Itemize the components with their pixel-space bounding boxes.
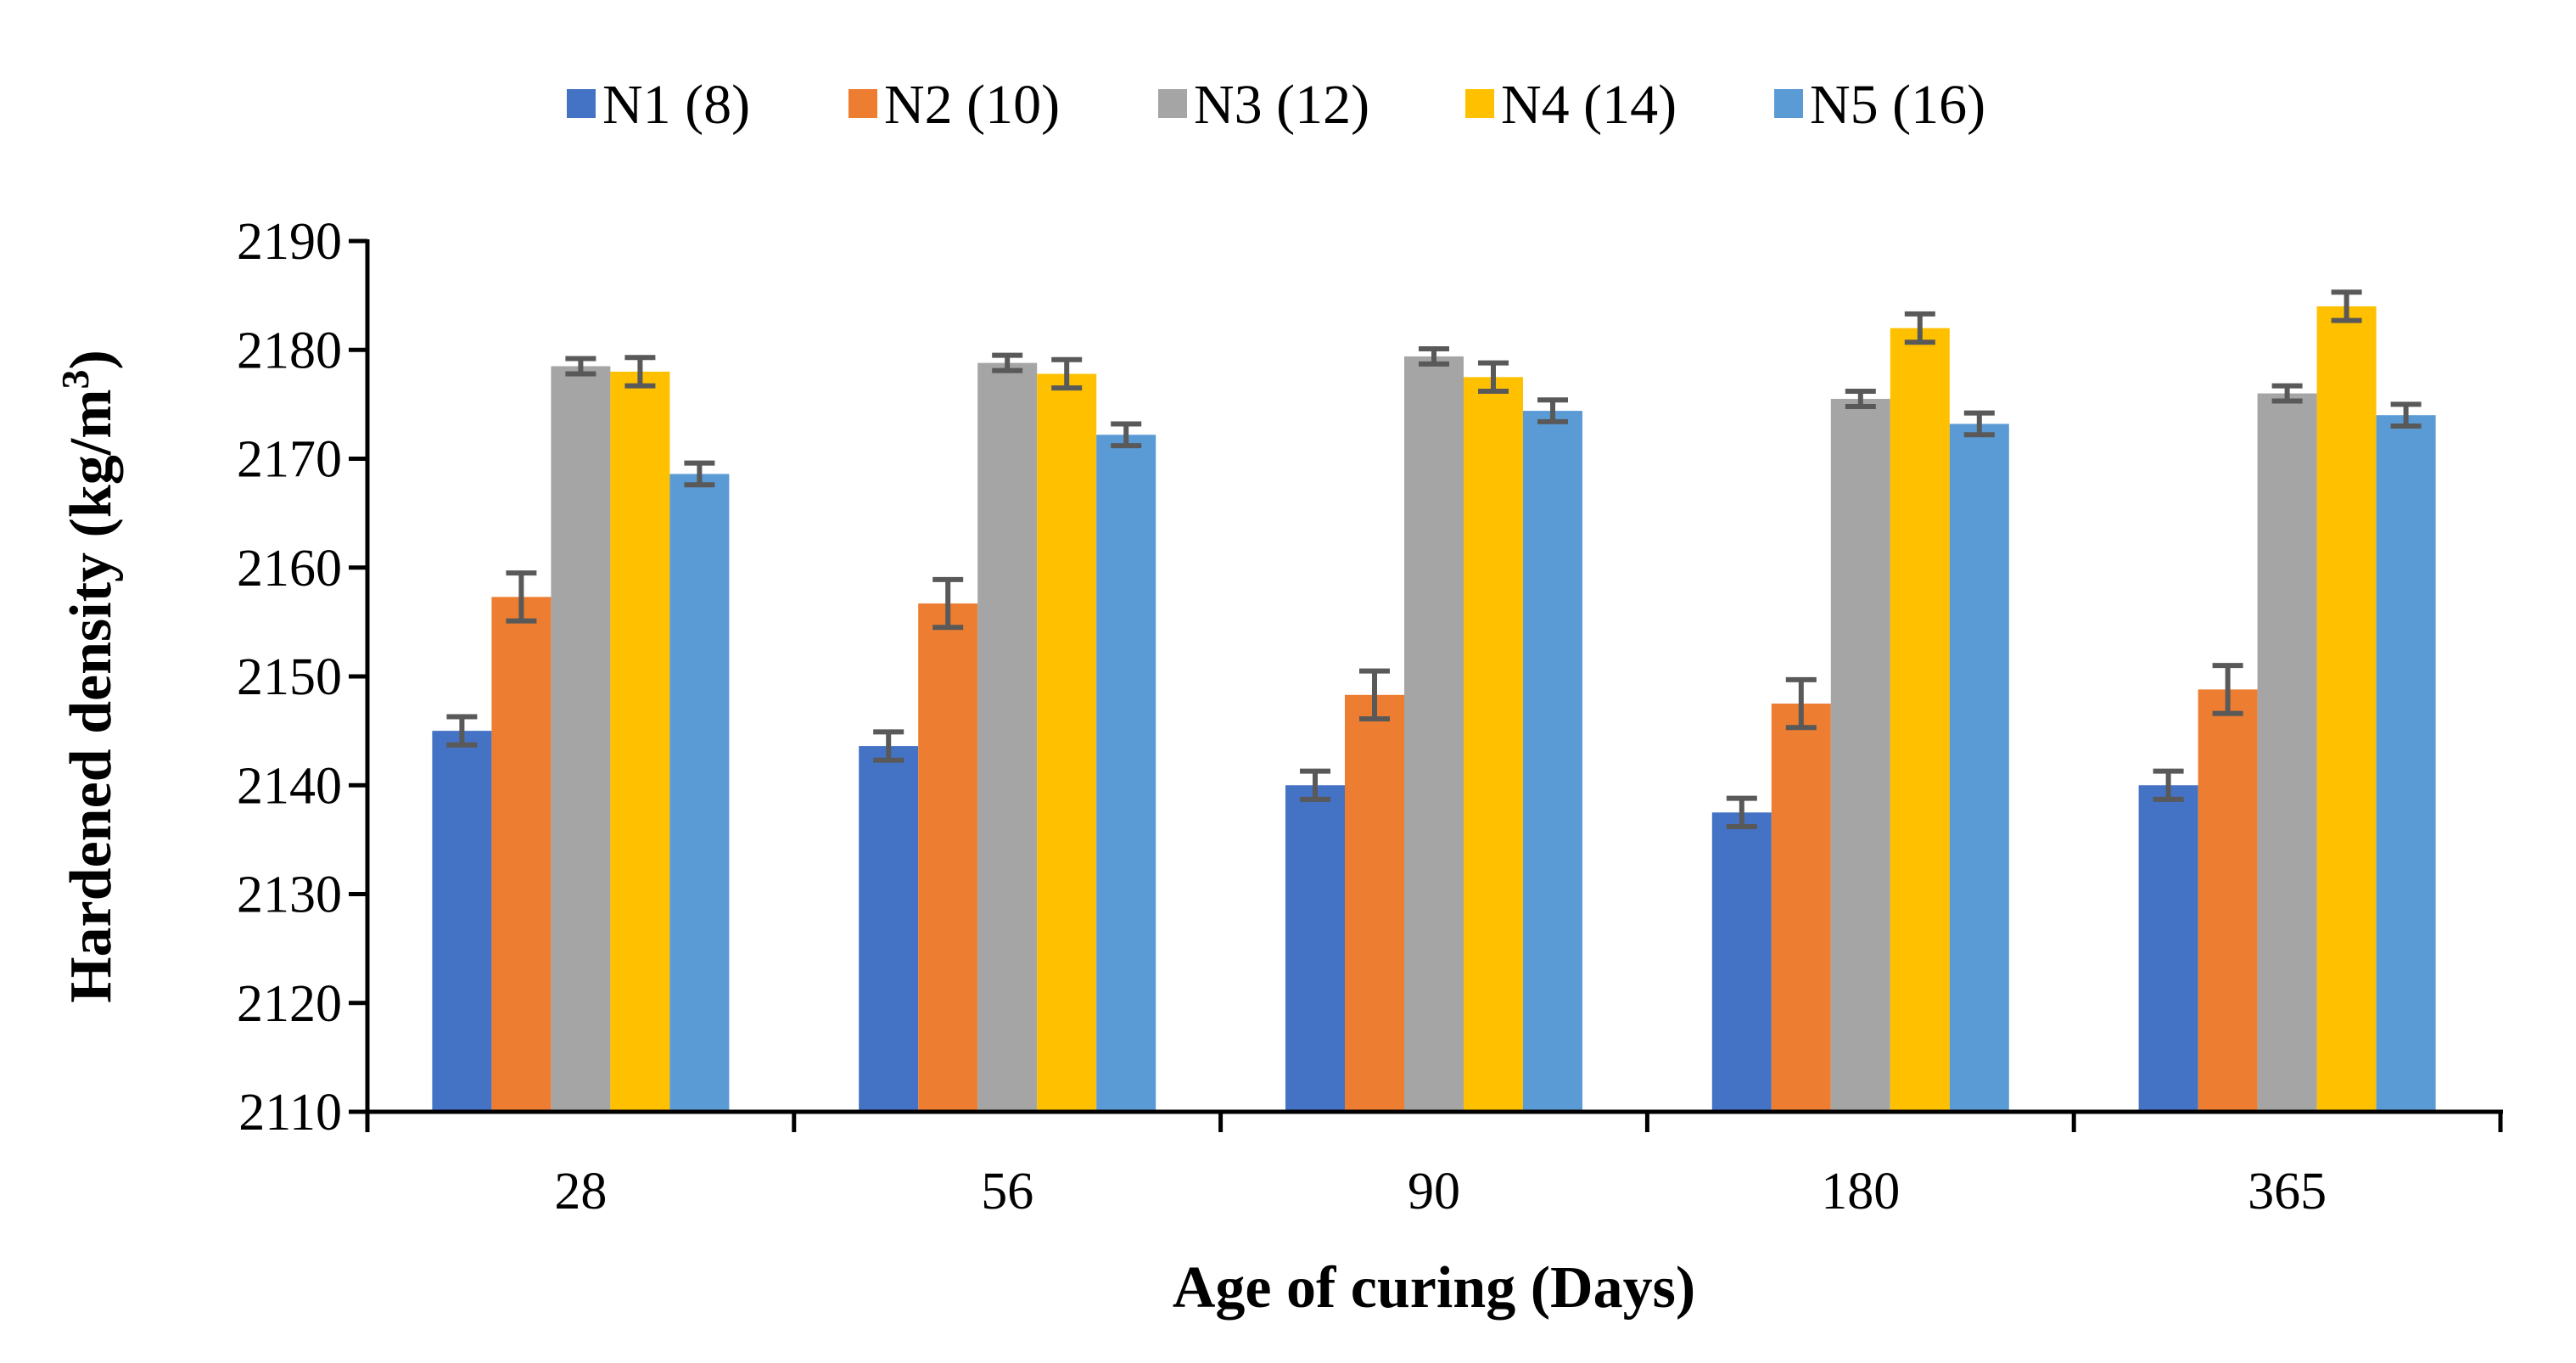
- bar-n2-90: [1345, 694, 1404, 1112]
- error-bar: [446, 714, 478, 748]
- bar-n4-90: [1464, 377, 1523, 1112]
- y-tick-label: 2110: [238, 1084, 342, 1141]
- bar-n2-28: [491, 597, 552, 1112]
- error-bar: [1300, 768, 1330, 802]
- legend-label: N4 (14): [1501, 74, 1677, 136]
- bar-n4-365: [2316, 306, 2377, 1112]
- legend: N1 (8) N2 (10) N3 (12) N4 (14) N5 (16): [567, 74, 1985, 136]
- y-tick-label: 2180: [237, 322, 342, 379]
- bar-n1-28: [432, 731, 492, 1112]
- error-bar: [992, 352, 1023, 373]
- legend-swatch: [1465, 89, 1494, 118]
- error-bar: [1359, 668, 1390, 722]
- bar-n1-180: [1711, 812, 1772, 1112]
- y-tick-label: 2140: [237, 757, 342, 815]
- bars: [432, 289, 2436, 1113]
- bar-n5-365: [2376, 415, 2436, 1112]
- error-bar: [1537, 397, 1568, 424]
- bar-n4-180: [1890, 328, 1950, 1113]
- error-bar: [1419, 345, 1449, 367]
- bar-n3-180: [1830, 398, 1890, 1112]
- bar-n3-365: [2257, 393, 2317, 1112]
- bar-n1-365: [2138, 785, 2198, 1112]
- y-tick-label: 2160: [237, 540, 342, 597]
- x-axis-title: Age of curing (Days): [1173, 1255, 1695, 1321]
- error-bar: [1051, 356, 1083, 391]
- legend-label: N5 (16): [1810, 74, 1985, 136]
- legend-swatch: [1774, 89, 1803, 118]
- error-bar: [2212, 663, 2243, 716]
- y-tick-label: 2130: [237, 867, 342, 924]
- x-tick-label: 28: [554, 1163, 607, 1220]
- error-bar: [506, 570, 537, 624]
- legend-label: N1 (8): [602, 74, 750, 136]
- error-bar: [1963, 410, 1995, 438]
- error-bar: [1726, 795, 1757, 829]
- legend-label: N2 (10): [884, 74, 1060, 136]
- error-bar: [624, 355, 656, 389]
- bar-n2-180: [1771, 704, 1831, 1112]
- y-tick-label: 2190: [237, 213, 342, 271]
- error-bar: [2153, 768, 2184, 802]
- legend-swatch: [1158, 89, 1187, 118]
- error-bar: [2390, 401, 2422, 429]
- bar-n2-56: [918, 603, 978, 1112]
- bar-n4-56: [1037, 373, 1097, 1113]
- bar-n3-28: [551, 366, 611, 1112]
- x-tick-label: 365: [2248, 1163, 2327, 1220]
- error-bar: [873, 729, 904, 763]
- legend-swatch: [567, 89, 596, 118]
- y-tick-label: 2170: [237, 431, 342, 489]
- bar-n3-90: [1404, 356, 1464, 1112]
- bar-n2-365: [2198, 689, 2258, 1112]
- error-bar: [1904, 311, 1935, 345]
- bar-n3-56: [977, 362, 1038, 1112]
- bar-n1-90: [1285, 785, 1345, 1112]
- x-tick-label: 90: [1408, 1163, 1460, 1220]
- legend-label: N3 (12): [1194, 74, 1369, 136]
- error-bar: [1785, 676, 1817, 731]
- error-bar: [2271, 383, 2303, 404]
- y-tick-label: 2120: [237, 975, 342, 1033]
- bar-n5-90: [1523, 411, 1582, 1112]
- error-bar: [1478, 360, 1509, 394]
- bar-n5-56: [1096, 435, 1156, 1112]
- legend-swatch: [848, 89, 877, 118]
- error-bar: [2331, 289, 2362, 323]
- bar-n5-28: [669, 474, 730, 1112]
- axes: 2110 2120 2130 2140 2150 2160 2170 2180 2190 28 56…: [237, 213, 2503, 1220]
- bar-n1-56: [859, 746, 919, 1112]
- y-tick-label: 2150: [237, 648, 342, 706]
- error-bar: [1845, 388, 1876, 409]
- error-bar: [684, 460, 715, 488]
- error-bar: [932, 576, 964, 631]
- x-tick-label: 56: [981, 1163, 1033, 1220]
- error-bar: [1111, 421, 1142, 449]
- error-bar: [565, 356, 596, 377]
- x-tick-label: 180: [1821, 1163, 1900, 1220]
- bar-n5-180: [1949, 423, 2009, 1113]
- y-axis-title: Hardened density (kg/m3): [53, 350, 124, 1003]
- bar-n4-28: [610, 371, 670, 1112]
